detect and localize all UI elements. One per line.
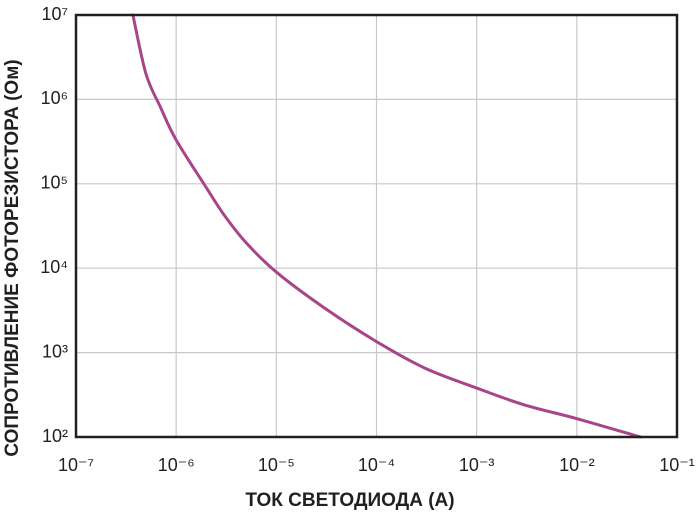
x-tick-label: 10⁻⁷ [58,455,94,475]
plot-frame [74,13,679,439]
y-tick-label: 10³ [42,341,68,361]
x-tick-label: 10⁻³ [459,455,495,475]
y-tick-label: 10⁴ [40,257,68,277]
grid [75,14,678,438]
y-tick-label: 10² [42,426,68,446]
x-tick-label: 10⁻² [559,455,595,475]
data-line [131,13,642,439]
x-tick-label: 10⁻⁶ [158,455,195,475]
y-tick-label: 10⁶ [41,88,68,108]
x-tick-label: 10⁻⁴ [358,455,395,475]
plot [131,13,642,439]
y-axis-title: СОПРОТИВЛЕНИЕ ФОТОРЕЗИСТОРА (Ом) [2,59,23,456]
y-tick-label: 10⁵ [41,173,68,193]
x-tick-label: 10⁻¹ [659,455,695,475]
x-axis-title: ТОК СВЕТОДИОДА (А) [245,490,454,511]
x-tick-label: 10⁻⁵ [258,455,295,475]
y-tick-label: 10⁷ [41,4,68,24]
